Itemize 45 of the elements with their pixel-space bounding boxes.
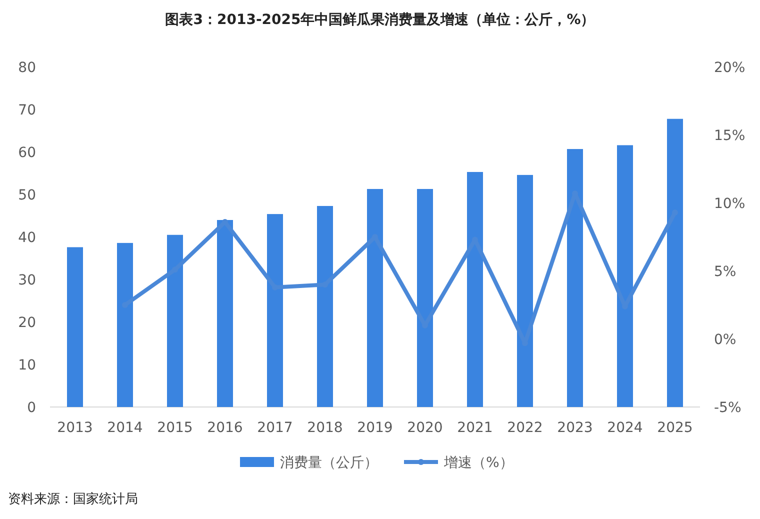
bar: [217, 220, 233, 407]
y-tick-label: 50: [18, 188, 36, 204]
bar: [117, 242, 133, 407]
bar: [317, 206, 333, 407]
x-tick-label: 2019: [357, 420, 393, 436]
y-tick-label: 60: [18, 145, 36, 161]
y2-tick-label: 20%: [714, 60, 746, 76]
y-tick-label: 20: [18, 315, 36, 331]
legend-label: 增速（%）: [443, 455, 514, 471]
bar: [167, 234, 183, 407]
chart-title: 图表3：2013-2025年中国鲜瓜果消费量及增速（单位：公斤，%）: [165, 11, 595, 28]
y-tick-label: 10: [18, 358, 36, 374]
y2-tick-label: 15%: [714, 128, 746, 144]
bar: [67, 247, 83, 407]
y2-tick-label: 5%: [714, 264, 736, 280]
bar: [567, 149, 583, 407]
y-tick-label: 40: [18, 230, 36, 246]
x-tick-label: 2018: [307, 420, 343, 436]
x-tick-label: 2015: [157, 420, 193, 436]
text: 资料来源：国家统计局: [8, 491, 138, 507]
y-tick-label: 30: [18, 272, 36, 288]
y-tick-label: 80: [18, 60, 36, 76]
bar: [367, 188, 383, 407]
x-tick-label: 2022: [507, 420, 543, 436]
x-tick-label: 2024: [607, 420, 643, 436]
bar: [617, 145, 633, 407]
y2-tick-label: 0%: [714, 332, 736, 348]
bar: [267, 214, 283, 407]
bar: [517, 174, 533, 407]
legend-label: 消费量（公斤）: [280, 455, 378, 471]
bar: [667, 118, 683, 407]
y-tick-label: 0: [27, 400, 36, 416]
x-tick-label: 2017: [257, 420, 293, 436]
x-tick-label: 2020: [407, 420, 443, 436]
x-tick-label: 2016: [207, 420, 243, 436]
x-tick-label: 2014: [107, 420, 143, 436]
y-tick-label: 70: [18, 102, 36, 118]
y2-tick-label: -5%: [714, 400, 742, 416]
x-tick-label: 2013: [57, 420, 93, 436]
x-tick-label: 2021: [457, 420, 493, 436]
bar: [417, 188, 433, 407]
x-tick-label: 2025: [657, 420, 693, 436]
bar: [467, 172, 483, 407]
y2-tick-label: 10%: [714, 196, 746, 212]
x-tick-label: 2023: [557, 420, 593, 436]
